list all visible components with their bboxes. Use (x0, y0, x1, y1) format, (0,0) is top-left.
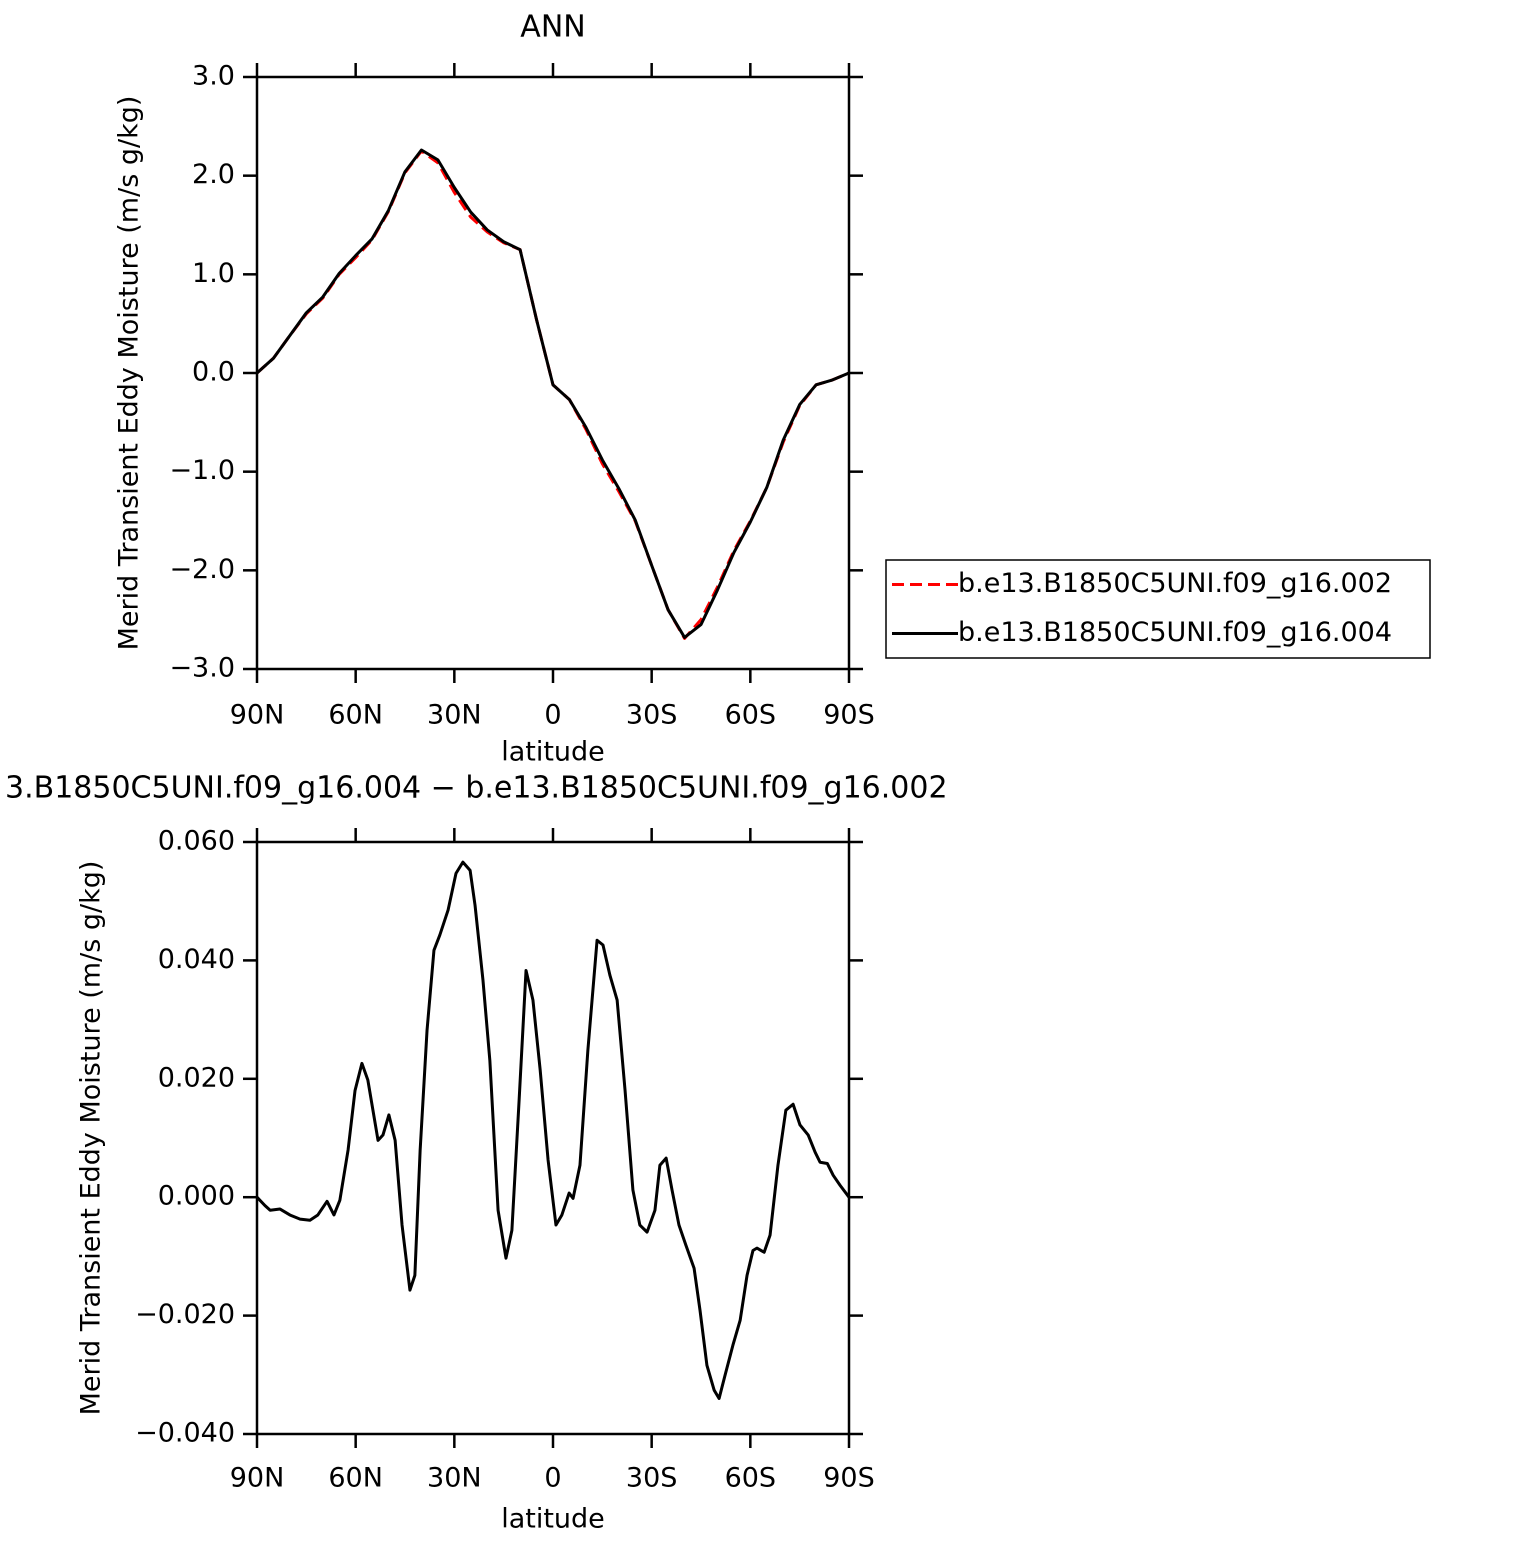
data-line (255, 148, 850, 639)
legend-label: b.e13.B1850C5UNI.f09_g16.004 (958, 617, 1392, 648)
x-tick-label: 60N (328, 700, 383, 731)
plot-frame (255, 75, 851, 671)
x-tick-label: 0 (544, 700, 561, 731)
y-tick-label: 0.020 (158, 1062, 235, 1093)
y-axis-label: Merid Transient Eddy Moisture (m/s g/kg) (114, 96, 145, 651)
y-tick-label: −2.0 (169, 554, 235, 585)
data-line (255, 149, 850, 640)
y-tick-label: 3.0 (192, 61, 235, 92)
x-axis-label: latitude (501, 1504, 605, 1535)
y-tick-label: 0.060 (158, 826, 235, 857)
y-tick-label: 0.0 (192, 357, 235, 388)
legend-box (885, 559, 1431, 659)
chart-title: 3.B1850C5UNI.f09_g16.004 − b.e13.B1850C5… (5, 771, 948, 806)
y-axis-label: Merid Transient Eddy Moisture (m/s g/kg) (76, 861, 107, 1416)
x-tick-label: 30N (427, 1463, 482, 1494)
x-tick-label: 30S (626, 700, 678, 731)
legend-label: b.e13.B1850C5UNI.f09_g16.002 (958, 568, 1392, 599)
data-line (255, 860, 851, 1400)
x-tick-label: 90S (823, 700, 875, 731)
y-tick-label: −1.0 (169, 455, 235, 486)
x-tick-label: 30N (427, 700, 482, 731)
x-tick-label: 60S (725, 700, 777, 731)
x-axis-label: latitude (501, 737, 605, 768)
x-tick-label: 60N (328, 1463, 383, 1494)
y-tick-label: −0.020 (135, 1299, 235, 1330)
chart-title: ANN (520, 10, 585, 45)
y-tick-label: 0.040 (158, 944, 235, 975)
plot-frame (255, 840, 851, 1436)
x-tick-label: 90N (230, 700, 285, 731)
y-tick-label: 1.0 (192, 258, 235, 289)
y-tick-label: 0.000 (158, 1181, 235, 1212)
x-tick-label: 90N (230, 1463, 285, 1494)
x-tick-label: 0 (544, 1463, 561, 1494)
x-tick-label: 90S (823, 1463, 875, 1494)
x-tick-label: 60S (725, 1463, 777, 1494)
y-tick-label: −3.0 (169, 653, 235, 684)
y-tick-label: 2.0 (192, 159, 235, 190)
x-tick-label: 30S (626, 1463, 678, 1494)
y-tick-label: −0.040 (135, 1418, 235, 1449)
